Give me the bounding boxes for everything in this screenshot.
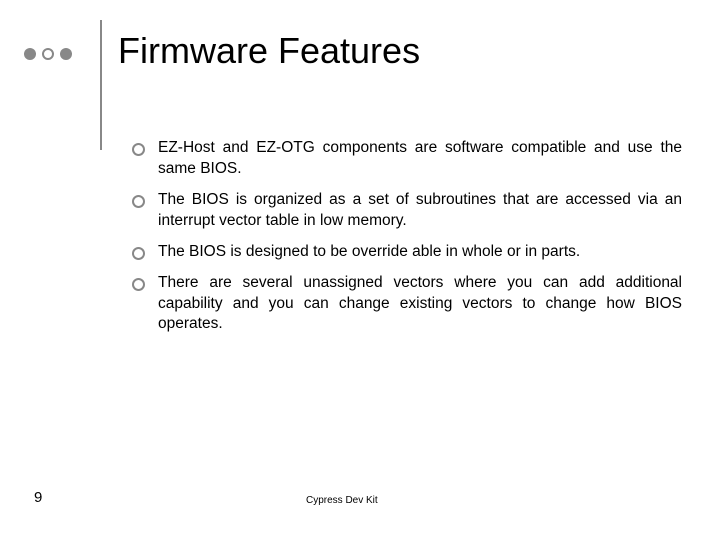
page-number: 9 [34,489,42,506]
list-item: The BIOS is organized as a set of subrou… [132,190,682,232]
footer-text: Cypress Dev Kit [306,495,378,506]
accent-dots [24,48,72,60]
list-item: EZ-Host and EZ-OTG components are softwa… [132,138,682,180]
dot-icon [24,48,36,60]
vertical-divider [100,20,102,150]
page-title: Firmware Features [118,30,420,72]
dot-icon [60,48,72,60]
dot-icon [42,48,54,60]
bullet-list: EZ-Host and EZ-OTG components are softwa… [132,138,682,345]
list-item: There are several unassigned vectors whe… [132,273,682,336]
list-item: The BIOS is designed to be override able… [132,242,682,263]
